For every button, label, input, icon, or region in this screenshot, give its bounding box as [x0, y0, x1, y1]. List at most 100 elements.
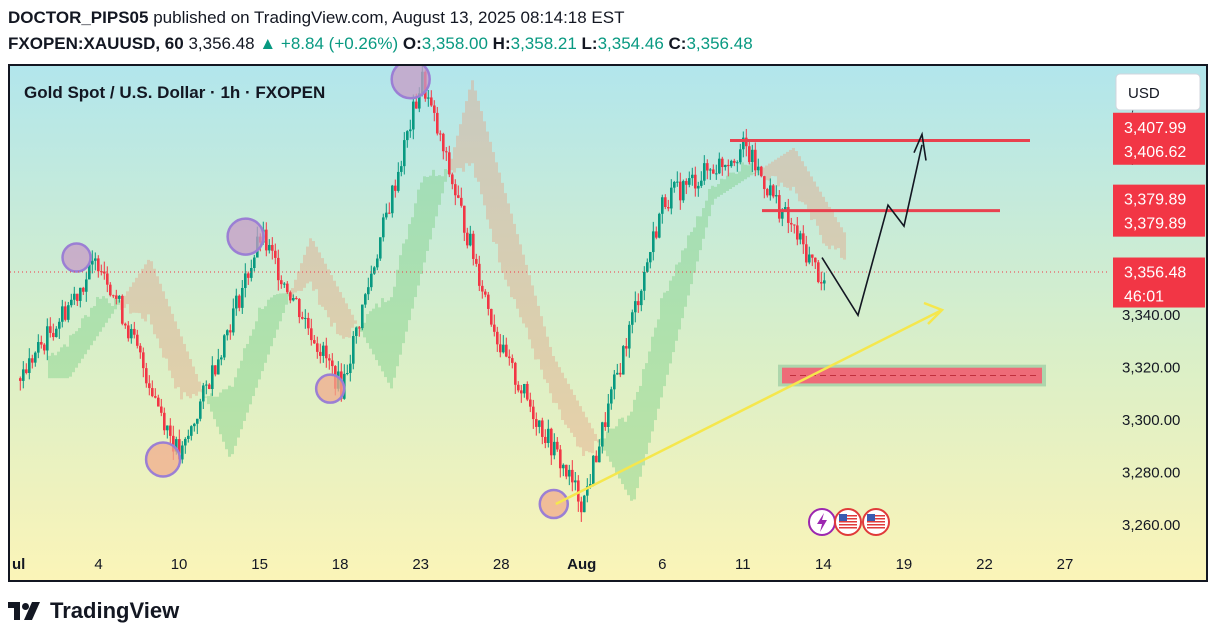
candle-body	[397, 171, 400, 191]
cloud-segment	[753, 173, 756, 175]
economic-events[interactable]	[808, 508, 890, 536]
cloud-segment	[711, 185, 714, 205]
cloud-segment	[567, 383, 570, 429]
candle-body	[316, 343, 319, 352]
flag-stripe	[839, 515, 857, 517]
cloud-segment	[243, 348, 246, 421]
cloud-segment	[837, 222, 840, 249]
event-us-flag-icon[interactable]	[862, 508, 890, 536]
cloud-segment	[468, 89, 471, 166]
lightning-shape	[817, 513, 827, 532]
candle-body	[376, 258, 379, 268]
candle-body	[517, 384, 520, 391]
candle-body	[94, 258, 97, 261]
cloud-segment	[684, 248, 687, 307]
cloud-segment	[108, 303, 111, 319]
candle-body	[247, 273, 250, 278]
event-us-flag-icon[interactable]	[834, 508, 862, 536]
time-axis[interactable]: ul 4 10 15 18 23 28 Aug 6 11 14 19 22 27	[12, 556, 1073, 573]
cloud-segment	[222, 389, 225, 442]
event-lightning-icon[interactable]	[808, 508, 836, 536]
candle-body	[250, 268, 253, 278]
chart-frame[interactable]: 3,260.00 3,280.00 3,300.00 3,320.00 3,340.00…	[8, 64, 1208, 582]
candle-body	[535, 419, 538, 427]
candle-body	[688, 178, 691, 185]
cloud-segment	[489, 141, 492, 229]
y-tick-label: 3,300.00	[1122, 412, 1180, 429]
candle-body	[649, 252, 652, 263]
cloud-segment	[810, 176, 813, 221]
cloud-segment	[273, 294, 276, 338]
up-triangle-icon: ▲	[259, 34, 277, 53]
cloud-segment	[330, 275, 333, 327]
cloud-segment	[738, 171, 741, 184]
cloud-segment	[483, 121, 486, 206]
cloud-segment	[588, 422, 591, 453]
cloud-segment	[255, 321, 258, 388]
candle-body	[778, 195, 781, 219]
currency-button[interactable]: USD	[1115, 73, 1201, 111]
cloud-segment	[591, 428, 594, 454]
tradingview-logo[interactable]: TradingView	[8, 598, 179, 624]
candle-body	[190, 426, 193, 436]
cloud-segment	[261, 309, 264, 372]
y-tick-label: 3,340.00	[1122, 307, 1180, 324]
candle-body	[277, 257, 280, 281]
price-change: +8.84 (+0.26%)	[280, 34, 399, 53]
candle-body	[394, 185, 397, 191]
cloud-segment	[840, 227, 843, 258]
candle-body	[445, 151, 448, 153]
candle-body	[667, 207, 670, 209]
cloud-segment	[186, 351, 189, 397]
cloud-segment	[210, 393, 213, 412]
candle-body	[124, 323, 127, 326]
price-chart[interactable]: 3,260.00 3,280.00 3,300.00 3,320.00 3,340.00…	[10, 66, 1206, 580]
candle-body	[514, 362, 517, 385]
cloud-segment	[804, 166, 807, 205]
price-label-text: 46:01	[1124, 289, 1164, 306]
author-name[interactable]: DOCTOR_PIPS05	[8, 8, 149, 27]
cloud-segment	[246, 343, 249, 413]
cloud-segment	[366, 314, 369, 344]
cloud-segment	[525, 264, 528, 328]
cloud-segment	[669, 280, 672, 364]
candle-body	[175, 439, 178, 452]
cloud-segment	[603, 438, 606, 451]
low-label: L:	[581, 34, 598, 53]
cloud-segment	[93, 306, 96, 341]
candle-body	[610, 389, 613, 404]
candle-body	[268, 244, 271, 251]
candle-body	[592, 455, 595, 485]
cloud-segment	[540, 316, 543, 370]
flag-stripe	[839, 521, 857, 523]
candle-body	[97, 258, 100, 272]
candle-body	[100, 271, 103, 273]
cloud-segment	[486, 131, 489, 220]
cloud-segment	[303, 254, 306, 288]
candle-body	[106, 273, 109, 285]
candle-body	[442, 133, 445, 152]
cloud-segment	[132, 282, 135, 313]
flag-stripe	[839, 518, 857, 520]
cloud-segment	[750, 163, 753, 176]
candle-body	[253, 257, 256, 269]
candle-body	[733, 160, 736, 163]
cloud-segment	[573, 394, 576, 438]
cloud-segment	[606, 431, 609, 457]
candle-body	[52, 332, 55, 338]
candle-body	[580, 501, 583, 513]
candle-body	[193, 423, 196, 427]
candle-body	[127, 325, 130, 339]
cloud-segment	[648, 351, 651, 443]
candle-body	[640, 290, 643, 306]
candle-body	[352, 336, 355, 364]
candle-body	[763, 176, 766, 190]
cloud-segment	[78, 328, 81, 364]
cloud-segment	[618, 418, 621, 479]
currency-label: USD	[1128, 85, 1160, 102]
cloud-segment	[117, 299, 120, 305]
candle-body	[718, 158, 721, 174]
candle-body	[238, 295, 241, 308]
candle-body	[358, 327, 361, 329]
cloud-segment	[285, 293, 288, 305]
